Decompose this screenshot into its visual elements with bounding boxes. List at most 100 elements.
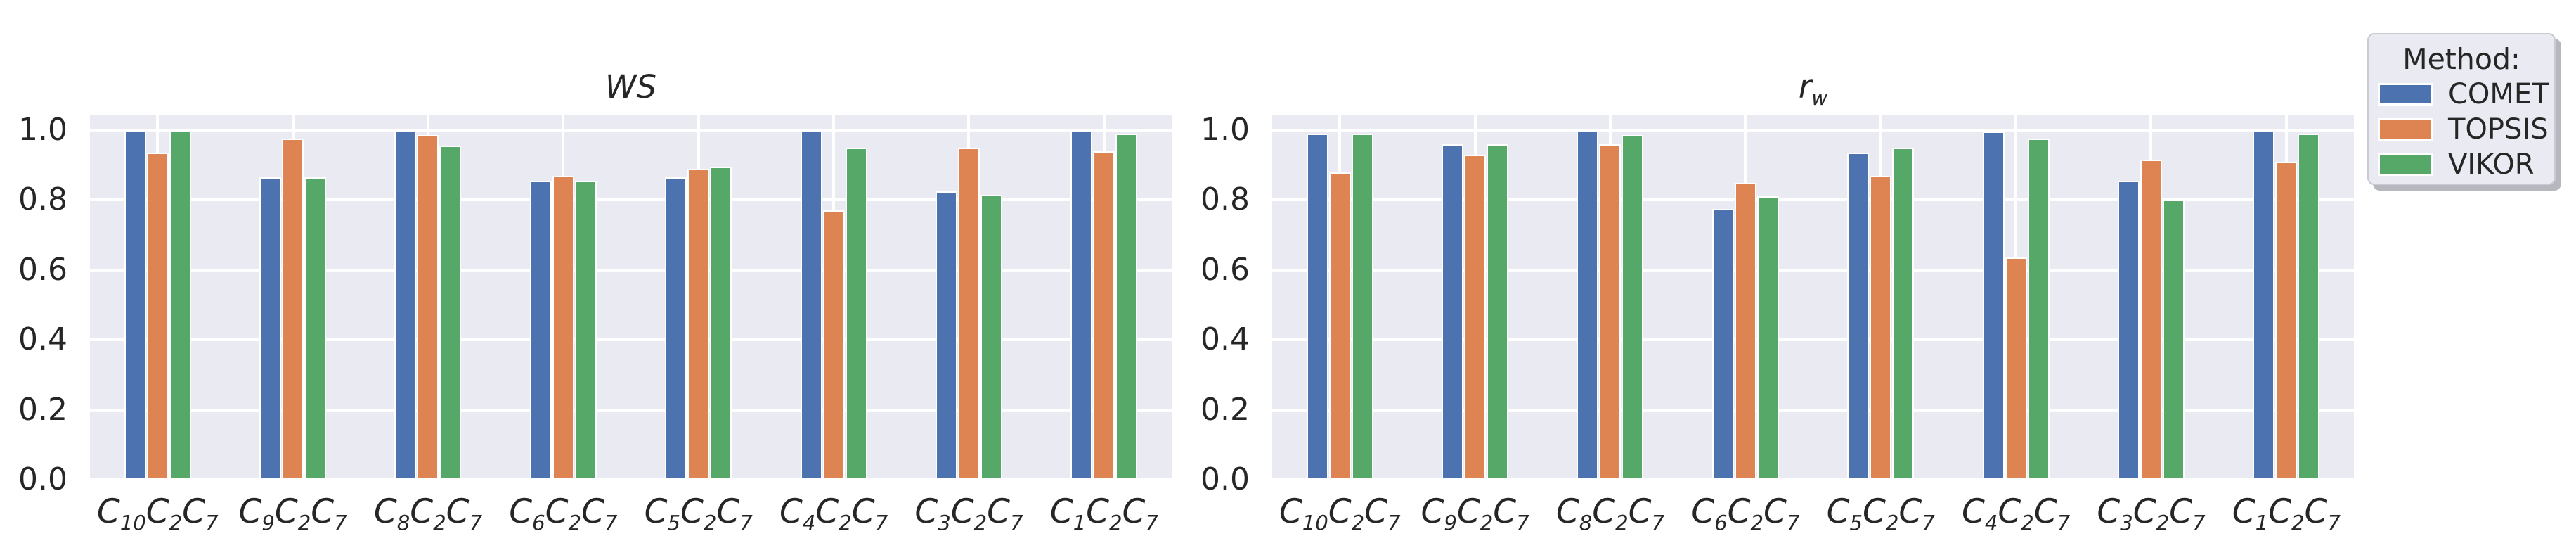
bar-rw-C4C2C7-vikor — [2027, 139, 2050, 480]
bar-rw-C8C2C7-topsis — [1599, 144, 1622, 480]
legend-swatch-vikor — [2378, 153, 2433, 176]
x-tick-label: C10C2C7 — [96, 492, 219, 535]
axes-rw — [1272, 115, 2354, 480]
bar-ws-C10C2C7-vikor — [169, 130, 191, 480]
bar-ws-C1C2C7-topsis — [1093, 151, 1115, 480]
legend-rows: COMET TOPSIS VIKOR — [2369, 77, 2554, 182]
y-tick-label: 0.0 — [18, 461, 67, 497]
bar-ws-C3C2C7-comet — [935, 191, 957, 480]
x-tick-label: C5C2C7 — [644, 492, 753, 535]
x-tick-label: C3C2C7 — [914, 492, 1023, 535]
bar-rw-C9C2C7-topsis — [1464, 155, 1487, 480]
y-gridline — [90, 268, 1172, 272]
bar-ws-C6C2C7-comet — [529, 181, 552, 480]
x-tick-label: C5C2C7 — [1826, 492, 1935, 535]
y-gridline — [90, 338, 1172, 342]
bar-rw-C8C2C7-vikor — [1622, 135, 1644, 480]
y-gridline — [90, 478, 1172, 480]
legend-entry-topsis: TOPSIS — [2369, 112, 2554, 147]
legend-swatch-topsis — [2378, 118, 2433, 141]
x-tick-label: C9C2C7 — [238, 492, 347, 535]
bar-ws-C9C2C7-topsis — [282, 139, 304, 480]
x-tick-label: C6C2C7 — [1691, 492, 1800, 535]
bar-rw-C3C2C7-vikor — [2162, 200, 2185, 480]
bar-ws-C5C2C7-topsis — [687, 169, 710, 480]
bar-rw-C3C2C7-topsis — [2140, 160, 2162, 480]
legend: Method: COMET TOPSIS VIKOR — [2367, 33, 2556, 185]
bar-ws-C6C2C7-vikor — [574, 181, 597, 480]
chart-title-ws: WS — [604, 68, 657, 106]
y-tick-label: 0.2 — [1200, 391, 1250, 428]
bar-rw-C9C2C7-vikor — [1487, 144, 1509, 480]
bar-rw-C10C2C7-topsis — [1328, 172, 1351, 480]
y-tick-label: 0.0 — [1200, 461, 1250, 497]
bar-rw-C1C2C7-comet — [2253, 130, 2275, 480]
y-tick-label: 0.4 — [1200, 321, 1250, 358]
x-tick-label: C6C2C7 — [509, 492, 618, 535]
bar-ws-C10C2C7-comet — [124, 130, 146, 480]
y-gridline — [90, 129, 1172, 132]
bar-rw-C6C2C7-topsis — [1734, 183, 1756, 480]
bar-rw-C1C2C7-vikor — [2298, 134, 2320, 480]
bar-ws-C9C2C7-comet — [259, 177, 282, 480]
y-gridline — [1272, 338, 2354, 342]
bar-rw-C6C2C7-comet — [1711, 209, 1734, 480]
y-tick-label: 1.0 — [18, 112, 67, 148]
legend-label: TOPSIS — [2448, 113, 2549, 146]
bar-ws-C8C2C7-topsis — [417, 135, 439, 480]
x-tick-label: C10C2C7 — [1279, 492, 1401, 535]
legend-entry-vikor: VIKOR — [2369, 147, 2554, 182]
y-gridline — [1272, 198, 2354, 202]
axes-ws — [90, 115, 1172, 480]
x-tick-label: C9C2C7 — [1420, 492, 1529, 535]
y-tick-label: 0.4 — [18, 321, 67, 358]
y-gridline — [1272, 408, 2354, 412]
legend-swatch-comet — [2378, 83, 2433, 106]
x-tick-label: C3C2C7 — [2097, 492, 2206, 535]
bar-ws-C8C2C7-comet — [394, 130, 417, 480]
bar-ws-C5C2C7-vikor — [710, 167, 732, 480]
y-gridline — [1272, 268, 2354, 272]
x-tick-label: C1C2C7 — [2232, 492, 2341, 535]
bar-rw-C5C2C7-comet — [1847, 153, 1870, 480]
y-tick-label: 0.6 — [1200, 251, 1250, 288]
bar-ws-C6C2C7-topsis — [552, 176, 574, 480]
bar-ws-C1C2C7-vikor — [1115, 134, 1138, 480]
y-tick-label: 0.8 — [1200, 181, 1250, 218]
bar-ws-C4C2C7-vikor — [845, 148, 867, 480]
chart-title-rw: rw — [1798, 68, 1828, 110]
bar-rw-C10C2C7-vikor — [1351, 134, 1373, 480]
y-gridline — [1272, 478, 2354, 480]
bar-rw-C10C2C7-comet — [1306, 134, 1328, 480]
bar-ws-C8C2C7-vikor — [439, 146, 462, 480]
legend-label: VIKOR — [2448, 148, 2535, 181]
x-tick-label: C1C2C7 — [1049, 492, 1158, 535]
y-tick-label: 1.0 — [1200, 112, 1250, 148]
x-tick-label: C8C2C7 — [373, 492, 482, 535]
bar-rw-C1C2C7-topsis — [2275, 162, 2298, 480]
bar-ws-C4C2C7-comet — [800, 130, 822, 480]
x-tick-label: C4C2C7 — [779, 492, 888, 535]
bar-rw-C4C2C7-topsis — [2005, 257, 2027, 480]
bar-rw-C3C2C7-comet — [2117, 181, 2140, 480]
bar-rw-C4C2C7-comet — [1982, 132, 2005, 480]
bar-rw-C8C2C7-comet — [1577, 130, 1599, 480]
y-tick-label: 0.2 — [18, 391, 67, 428]
legend-title: Method: — [2402, 42, 2520, 76]
y-tick-label: 0.8 — [18, 181, 67, 218]
bar-ws-C10C2C7-topsis — [146, 153, 169, 480]
legend-entry-comet: COMET — [2369, 77, 2554, 112]
bar-ws-C5C2C7-comet — [665, 177, 687, 480]
bar-ws-C3C2C7-vikor — [980, 195, 1002, 480]
bar-rw-C5C2C7-topsis — [1870, 176, 1892, 480]
x-tick-label: C4C2C7 — [1962, 492, 2071, 535]
bar-rw-C9C2C7-comet — [1442, 144, 1464, 480]
legend-label: COMET — [2448, 78, 2549, 110]
y-gridline — [1272, 129, 2354, 132]
bar-ws-C4C2C7-topsis — [822, 210, 845, 480]
bar-ws-C9C2C7-vikor — [304, 177, 327, 480]
bar-ws-C1C2C7-comet — [1070, 130, 1093, 480]
bar-ws-C3C2C7-topsis — [957, 148, 980, 480]
y-tick-label: 0.6 — [18, 251, 67, 288]
